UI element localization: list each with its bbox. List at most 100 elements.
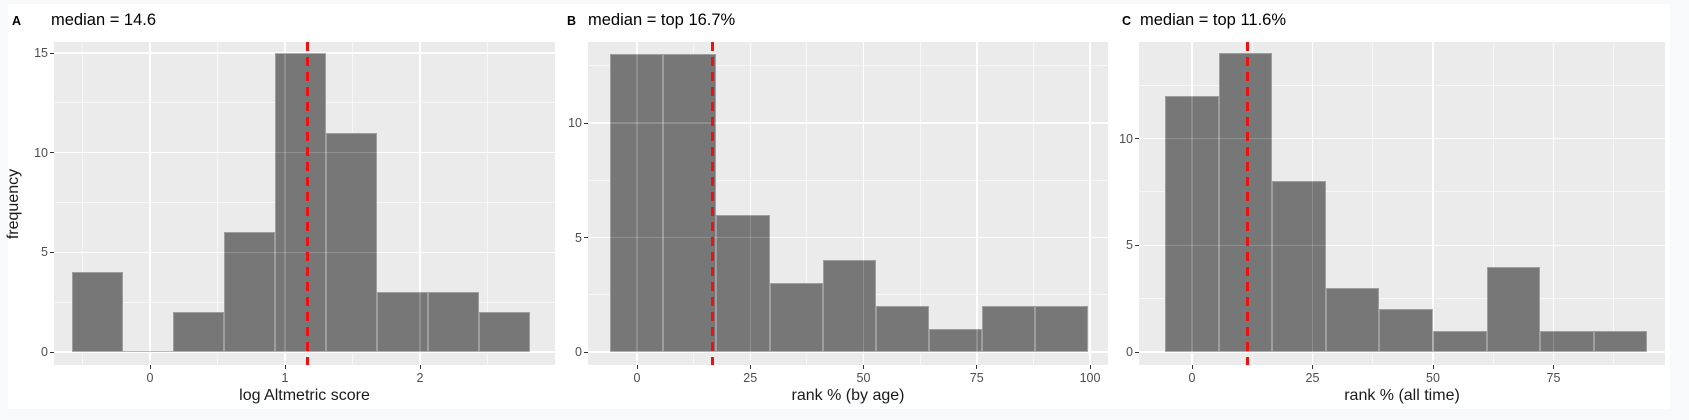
histogram-bar: [1272, 181, 1326, 352]
x-axis-title: rank % (all time): [1344, 387, 1460, 404]
x-axis-tick: [636, 365, 638, 369]
panel-c-plot-area: [1139, 42, 1665, 365]
major-gridline: [1139, 244, 1665, 246]
x-tick-label: 0: [633, 371, 641, 385]
histogram-bar: [1540, 330, 1594, 352]
major-gridline: [588, 351, 1108, 353]
x-tick-label: 50: [1426, 371, 1440, 385]
median-line: [1246, 42, 1250, 365]
major-gridline: [149, 42, 151, 365]
panel-b-plot-area: [588, 42, 1108, 365]
x-tick-label: 50: [856, 371, 871, 385]
y-axis-tick: [50, 251, 54, 253]
y-axis-tick: [584, 122, 588, 124]
histogram-bar: [427, 292, 479, 352]
histogram-bar: [822, 260, 876, 352]
histogram-bar: [1035, 306, 1089, 352]
minor-gridline: [1139, 191, 1665, 193]
x-axis-tick: [749, 365, 751, 369]
minor-gridline: [588, 179, 1108, 181]
histogram-bar: [71, 272, 123, 352]
major-gridline: [749, 42, 751, 365]
minor-gridline: [1139, 84, 1665, 86]
histogram-bar: [1433, 330, 1487, 352]
panel-title: median = 14.6: [51, 11, 157, 29]
histogram-bar: [663, 54, 717, 352]
y-tick-label: 15: [34, 46, 48, 61]
minor-gridline: [82, 42, 83, 365]
minor-gridline: [1032, 42, 1034, 365]
median-line: [711, 42, 715, 365]
minor-gridline: [1139, 298, 1665, 300]
x-axis-tick: [1432, 365, 1434, 369]
histogram-bar: [1486, 266, 1540, 352]
histogram-bar: [1379, 309, 1433, 352]
x-axis-tick: [1089, 365, 1091, 369]
histogram-bar: [769, 283, 823, 352]
x-axis-title: rank % (by age): [791, 387, 905, 404]
minor-gridline: [487, 42, 488, 365]
major-gridline: [1432, 42, 1434, 365]
minor-gridline: [217, 42, 218, 365]
x-tick-label: 75: [969, 371, 984, 385]
histogram-bar: [1165, 95, 1219, 352]
histogram-bar: [275, 53, 327, 352]
histogram-bar: [928, 329, 982, 352]
x-axis-tick: [1553, 365, 1554, 369]
histogram-bar: [173, 312, 225, 352]
x-axis-tick: [419, 365, 421, 369]
y-tick-label: 5: [575, 230, 582, 245]
panel-a-plot-area: [54, 42, 555, 365]
x-tick-label: 2: [416, 371, 424, 385]
histogram-bar: [377, 292, 428, 352]
histogram-bar: [1218, 53, 1273, 352]
major-gridline: [1552, 42, 1555, 365]
major-gridline: [588, 122, 1108, 124]
histogram-bar: [478, 312, 530, 352]
major-gridline: [1089, 42, 1091, 365]
major-gridline: [976, 42, 978, 365]
panel-label: C: [1122, 14, 1132, 28]
major-gridline: [1139, 351, 1665, 353]
y-tick-label: 10: [34, 145, 48, 160]
major-gridline: [54, 351, 555, 353]
y-tick-label: 10: [1119, 131, 1133, 146]
y-tick-label: 0: [575, 345, 582, 359]
panel-label: B: [567, 14, 577, 28]
minor-gridline: [806, 42, 808, 365]
y-tick-label: 0: [1126, 345, 1133, 359]
histogram-bar: [1325, 287, 1380, 352]
y-axis-tick: [50, 351, 54, 353]
x-axis-tick: [1191, 365, 1193, 369]
major-gridline: [419, 42, 421, 365]
major-gridline: [588, 236, 1108, 239]
x-tick-label: 25: [743, 371, 758, 385]
y-tick-label: 5: [1126, 238, 1133, 253]
histogram-bar: [981, 306, 1035, 352]
histogram-bar: [224, 232, 276, 352]
x-tick-label: 75: [1546, 371, 1561, 385]
y-axis-tick: [1135, 244, 1139, 246]
x-axis-tick: [863, 365, 864, 369]
x-tick-label: 0: [146, 371, 154, 385]
histogram-bar: [1593, 330, 1647, 352]
minor-gridline: [919, 42, 921, 365]
x-axis-tick: [284, 365, 286, 369]
major-gridline: [1139, 137, 1665, 140]
panel-title: median = top 16.7%: [588, 11, 736, 29]
histogram-bar: [610, 54, 664, 352]
histogram-bar-zero: [122, 351, 174, 352]
y-tick-label: 0: [41, 345, 48, 359]
y-axis-tick: [1135, 138, 1139, 139]
y-axis-title: frequency: [5, 168, 22, 239]
histogram-bar: [326, 132, 378, 352]
minor-gridline: [1372, 42, 1374, 365]
x-tick-label: 100: [1079, 371, 1101, 385]
x-axis-tick: [976, 365, 978, 369]
histogram-bar: [875, 306, 929, 352]
minor-gridline: [1613, 42, 1615, 365]
minor-gridline: [588, 65, 1108, 67]
panel-label: A: [12, 14, 22, 28]
y-axis-tick: [50, 152, 54, 154]
